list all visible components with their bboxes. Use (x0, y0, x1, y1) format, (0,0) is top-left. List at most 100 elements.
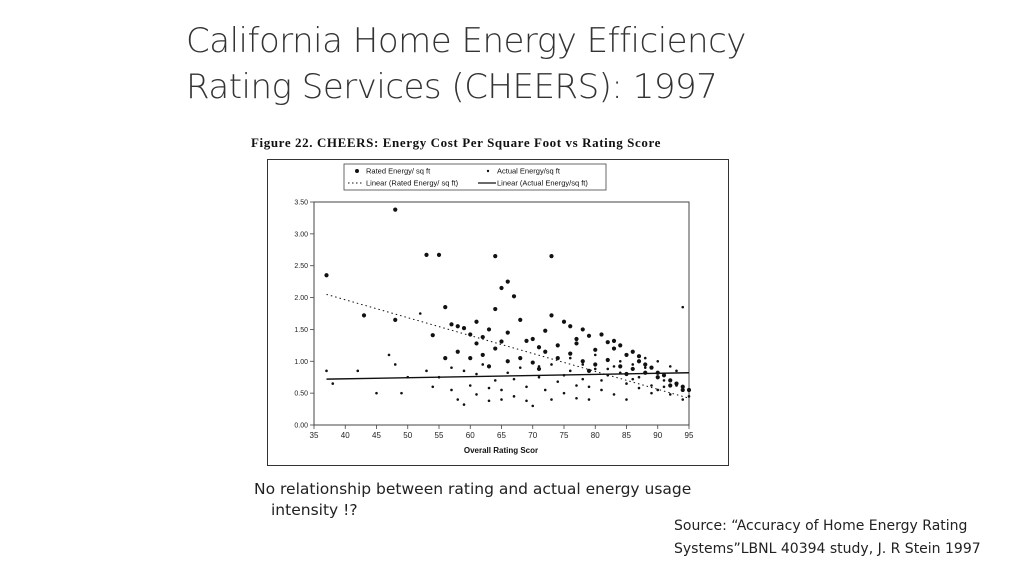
actual-energy-point (656, 388, 660, 392)
rated-energy-point (455, 324, 460, 329)
actual-energy-point (543, 388, 547, 392)
rated-energy-point (499, 285, 504, 291)
actual-energy-point (475, 372, 478, 376)
actual-energy-point (437, 375, 441, 379)
actual-energy-point (331, 382, 335, 385)
legend-rated-marker (355, 169, 359, 173)
actual-energy-point (650, 384, 653, 387)
rated-energy-point (543, 349, 548, 354)
rated-energy-point (574, 341, 579, 346)
rated-energy-point (568, 351, 573, 356)
rated-energy-point (361, 313, 367, 318)
rated-energy-point (436, 252, 442, 257)
trendlines (326, 293, 690, 399)
actual-energy-point (668, 365, 672, 368)
actual-energy-point (631, 377, 635, 381)
actual-energy-point (500, 388, 503, 392)
rated-energy-point (611, 338, 617, 343)
actual-energy-point (450, 388, 453, 392)
x-tick-label: 35 (310, 431, 319, 440)
rated-energy-point (430, 333, 435, 338)
actual-energy-point (587, 398, 591, 401)
plot-area (313, 201, 690, 426)
actual-energy-point (562, 374, 566, 377)
actual-energy-point (675, 384, 678, 387)
actual-energy-point (418, 312, 422, 315)
rated-energy-point (643, 370, 648, 375)
actual-energy-point (431, 385, 435, 389)
actual-energy-point (612, 393, 616, 396)
y-tick-label: 3.00 (294, 231, 308, 238)
actual-energy-point (668, 393, 672, 396)
legend: Rated Energy/ sq ft Actual Energy/sq ft … (343, 163, 607, 191)
rated-energy-point (524, 338, 529, 343)
source-line-2: Systems”LBNL 40394 study, J. R Stein 199… (674, 541, 981, 557)
rated-energy-point (568, 324, 573, 329)
rated-energy-point (611, 346, 617, 351)
y-axis: 0.00 0.50 1.00 1.50 2.00 2.50 3.00 3.50 (294, 200, 314, 430)
x-axis: 35 40 45 50 55 60 65 70 75 80 85 90 95 (310, 425, 694, 440)
actual-energy-point (425, 369, 428, 373)
source-line-1: Source: “Accuracy of Home Energy Rating (674, 518, 968, 534)
x-tick-label: 40 (341, 431, 350, 440)
rated-energy-point (449, 322, 454, 327)
actual-energy-point (375, 391, 378, 395)
rated-energy-point (505, 279, 510, 284)
chart-frame: Rated Energy/ sq ft Actual Energy/sq ft … (267, 159, 729, 466)
rated-energy-point (536, 345, 542, 350)
y-tick-label: 2.00 (294, 295, 308, 302)
rated-energy-point (580, 327, 585, 332)
rated-energy-point (555, 343, 560, 348)
actual-energy-point (662, 385, 666, 389)
actual-energy-point (606, 367, 610, 371)
actual-energy-point (531, 404, 535, 408)
rated-energy-point (324, 273, 329, 278)
slide-note: No relationship between rating and actua… (254, 479, 744, 521)
actual-energy-point (681, 305, 685, 309)
rated-energy-point (555, 356, 560, 361)
actual-energy-point (662, 379, 666, 382)
rated-energy-point (593, 362, 598, 367)
rated-energy-point (643, 362, 648, 367)
rated-energy-point (574, 336, 579, 342)
actual-energy-point (537, 375, 541, 379)
x-tick-label: 45 (372, 431, 381, 440)
actual-energy-point (393, 363, 397, 366)
figure-caption: Figure 22. CHEERS: Energy Cost Per Squar… (251, 135, 661, 150)
scatter-chart: Rated Energy/ sq ft Actual Energy/sq ft … (294, 163, 694, 455)
rated-energy-point (486, 364, 492, 369)
y-tick-label: 1.00 (294, 359, 308, 366)
rated-energy-point (474, 341, 479, 346)
actual-energy-point (325, 369, 328, 373)
actual-energy-point (537, 365, 541, 368)
rated-energy-point (630, 366, 635, 372)
actual-energy-point (575, 384, 578, 387)
actual-energy-point (587, 385, 591, 389)
actual-energy-point (650, 391, 653, 395)
actual-energy-point (643, 366, 647, 369)
rated-energy-point (586, 333, 592, 338)
actual-energy-point (581, 363, 585, 366)
rated-energy-point (443, 305, 448, 310)
rated-energy-point (686, 387, 692, 393)
rated-energy-point (618, 364, 623, 369)
source-citation: Source: “Accuracy of Home Energy Rating … (674, 515, 1019, 561)
actual-energy-point (387, 353, 391, 357)
rated-energy-point (474, 319, 479, 324)
x-tick-label: 95 (685, 431, 694, 440)
actual-energy-point (562, 391, 566, 395)
actual-energy-point (512, 395, 516, 398)
rated-trendline (326, 293, 690, 399)
rated-energy-point (630, 349, 635, 354)
actual-energy-point (406, 375, 410, 379)
rated-energy-point (486, 327, 492, 332)
rated-energy-point (493, 306, 498, 312)
x-tick-label: 75 (560, 431, 569, 440)
rated-energy-point (586, 368, 592, 373)
actual-energy-point (481, 363, 485, 366)
actual-energy-point (606, 374, 610, 377)
legend-actual-label: Actual Energy/sq ft (497, 167, 561, 176)
rated-energy-point (493, 254, 498, 259)
actual-energy-point (593, 353, 597, 357)
rated-energy-point (393, 317, 398, 322)
